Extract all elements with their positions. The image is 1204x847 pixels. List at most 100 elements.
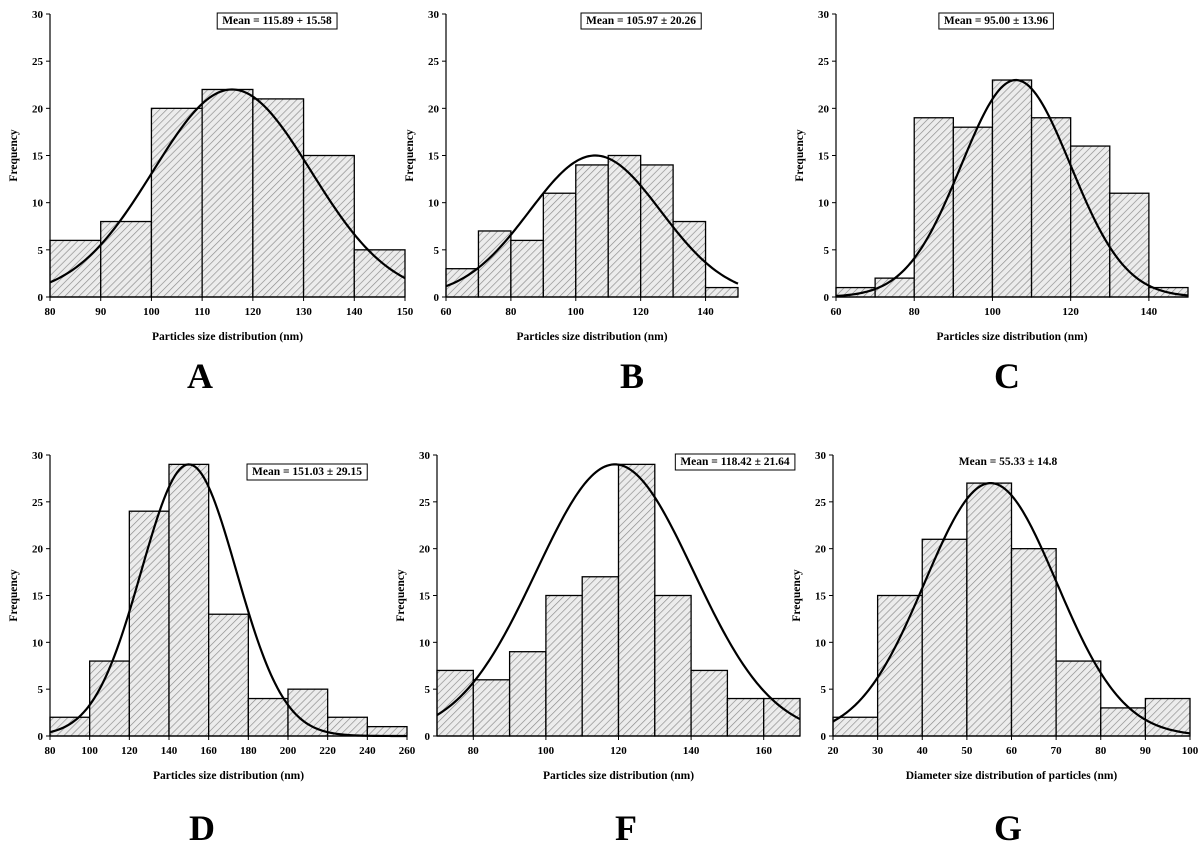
panel-f: 0 5 10 15 20 25 30 80 100 120 140 160 Particles size…: [395, 450, 801, 847]
y-axis-title: Frequency: [794, 129, 806, 181]
y-tick-label: 10: [32, 198, 44, 210]
y-tick-label: 20: [419, 544, 431, 556]
x-tick-label: 180: [240, 745, 257, 757]
x-tick-label: 70: [1051, 745, 1063, 757]
x-tick-label: 120: [610, 745, 627, 757]
y-tick-label: 5: [38, 684, 44, 696]
y-tick-label: 20: [428, 103, 440, 115]
y-tick-label: 25: [419, 497, 431, 509]
histogram-bar: [472, 679, 511, 737]
mean-annotation-box: [246, 463, 368, 481]
y-tick-label: 5: [425, 684, 431, 696]
x-tick-label: 80: [1095, 745, 1107, 757]
x-tick-label: 60: [831, 306, 843, 318]
y-tick-label: 20: [818, 103, 830, 115]
y-tick-label: 20: [32, 544, 44, 556]
histogram-bar: [100, 220, 153, 298]
x-tick-label: 140: [346, 306, 363, 318]
x-tick-label: 260: [399, 745, 416, 757]
histogram-bar: [617, 463, 656, 737]
y-tick-label: 5: [38, 245, 44, 257]
y-tick-label: 5: [824, 245, 830, 257]
histogram-bar: [1010, 548, 1057, 737]
histogram-bar: [575, 164, 609, 298]
mean-annotation-box: [216, 12, 338, 30]
histogram-bar: [545, 594, 583, 737]
y-tick-label: 10: [428, 198, 440, 210]
histogram-bar: [654, 594, 692, 737]
x-tick-label: 200: [280, 745, 297, 757]
histogram-bar: [991, 79, 1033, 298]
histogram-bar: [913, 117, 954, 298]
panel-b: 0 5 10 15 20 25 30 60 80 100 120 140 Particles size …: [404, 9, 739, 396]
y-tick-label: 25: [815, 497, 827, 509]
panel-d: 0 5 10 15 20 25 30 80 100 120 140 160 180 200 220 240 26…: [8, 450, 416, 847]
x-tick-label: 120: [121, 745, 138, 757]
histogram-bar: [1055, 660, 1102, 737]
y-tick-label: 30: [32, 450, 44, 462]
y-tick-label: 0: [824, 292, 830, 304]
histogram-bar: [640, 164, 674, 298]
y-tick-label: 0: [38, 292, 44, 304]
normal-fit-curve: [832, 482, 1191, 735]
mean-annotation: Mean = 118.42 ± 21.64: [680, 456, 790, 468]
y-axis-title: Frequency: [791, 569, 803, 621]
histogram-bar: [1030, 117, 1072, 298]
y-tick-label: 25: [818, 56, 830, 68]
normal-fit-curve: [436, 463, 801, 721]
y-tick-label: 30: [428, 9, 440, 21]
panel-a: 0 5 10 15 20 25 30 80 90 100 110 120 130 140 150 Partic…: [8, 9, 414, 396]
y-tick-label: 20: [815, 544, 827, 556]
mean-annotation: Mean = 95.00 ± 13.96: [944, 15, 1048, 27]
y-tick-label: 5: [821, 684, 827, 696]
y-tick-label: 30: [419, 450, 431, 462]
x-tick-label: 80: [45, 306, 57, 318]
histogram-bar: [508, 651, 547, 737]
histogram-bar: [168, 463, 210, 737]
x-tick-label: 30: [872, 745, 884, 757]
y-tick-label: 25: [32, 497, 44, 509]
x-axis-title: Particles size distribution (nm): [936, 331, 1087, 343]
x-tick-label: 80: [468, 745, 480, 757]
normal-fit-curve: [49, 463, 407, 738]
histogram-bar: [366, 725, 408, 737]
y-tick-label: 15: [818, 151, 830, 163]
x-axis-title: Diameter size distribution of particles …: [906, 770, 1118, 782]
x-tick-label: 150: [397, 306, 414, 318]
y-axis-title: Frequency: [8, 129, 20, 181]
mean-annotation: Mean = 55.33 ± 14.8: [959, 456, 1058, 468]
histogram-bar: [726, 697, 765, 737]
x-tick-label: 60: [441, 306, 453, 318]
x-tick-label: 140: [161, 745, 178, 757]
mean-annotation-box: [674, 453, 796, 471]
normal-fit-curve: [835, 78, 1189, 298]
histogram-bar: [832, 716, 879, 737]
x-tick-label: 60: [1006, 745, 1018, 757]
histogram-bar: [1070, 145, 1111, 298]
y-tick-label: 30: [818, 9, 830, 21]
x-tick-label: 140: [697, 306, 714, 318]
x-tick-label: 160: [200, 745, 217, 757]
panel-letter: G: [994, 808, 1022, 847]
histogram-bar: [542, 192, 577, 298]
mean-annotation-box: [580, 12, 702, 30]
x-tick-label: 20: [828, 745, 840, 757]
y-tick-label: 15: [32, 591, 44, 603]
y-tick-label: 15: [428, 151, 440, 163]
histogram-bar: [436, 669, 474, 737]
x-tick-label: 80: [505, 306, 517, 318]
histogram-bar: [607, 154, 642, 298]
histogram-bar: [89, 660, 130, 737]
x-tick-label: 90: [95, 306, 107, 318]
y-tick-label: 15: [815, 591, 827, 603]
histogram-bar: [201, 88, 254, 298]
panel-letter: D: [189, 808, 215, 847]
histogram-bar: [690, 669, 729, 737]
mean-annotation-box: [938, 12, 1054, 30]
x-tick-label: 130: [295, 306, 312, 318]
x-tick-label: 80: [909, 306, 921, 318]
x-tick-label: 110: [194, 306, 210, 318]
x-tick-label: 40: [917, 745, 929, 757]
histogram-bar: [49, 716, 91, 737]
panel-c: 0 5 10 15 20 25 30 60 80 100 120 140 Particles size …: [794, 9, 1189, 396]
